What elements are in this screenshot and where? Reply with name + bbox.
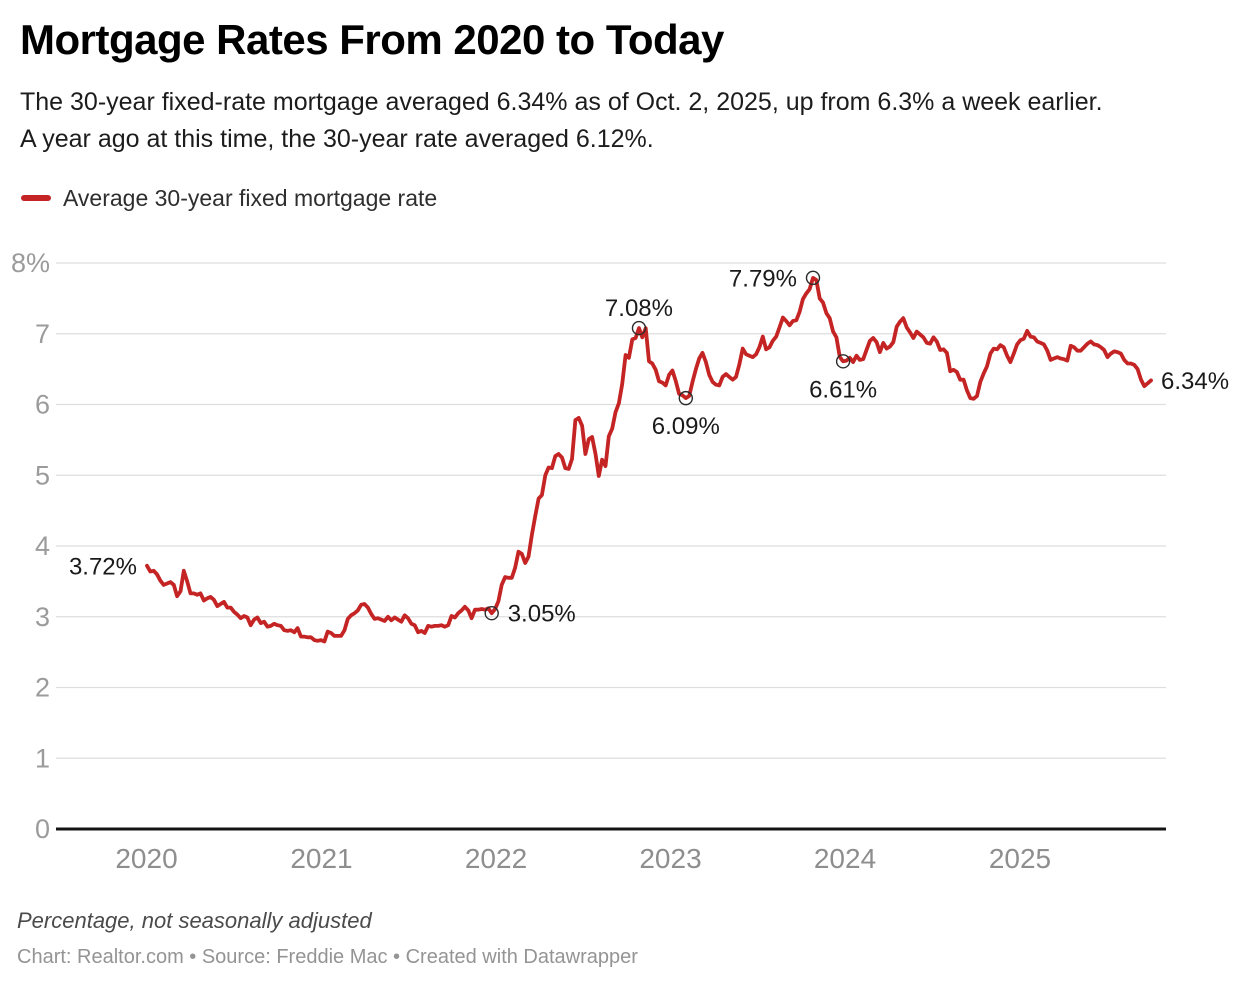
y-axis-tick-label: 4 — [35, 531, 50, 561]
annotation-circle — [484, 606, 499, 621]
chart-credit: Chart: Realtor.com • Source: Freddie Mac… — [17, 946, 638, 968]
x-axis-tick-label: 2025 — [989, 843, 1051, 874]
y-axis-tick-label: 3 — [35, 602, 50, 632]
y-axis-tick-label: 1 — [35, 743, 50, 773]
y-axis-tick-label: 5 — [35, 460, 50, 490]
x-axis-tick-label: 2020 — [115, 843, 177, 874]
legend-line-swatch — [21, 195, 51, 201]
annotation-label: 7.79% — [729, 265, 797, 292]
annotation-circle — [678, 390, 694, 406]
page-title: Mortgage Rates From 2020 to Today — [20, 16, 724, 63]
annotation-circle — [835, 354, 851, 369]
y-axis-tick-label: 8% — [11, 248, 50, 278]
annotation-label: 3.72% — [69, 553, 137, 580]
y-axis-tick-label: 6 — [35, 390, 50, 420]
annotation-circle — [805, 270, 821, 286]
annotation-label: 3.05% — [508, 601, 576, 628]
chart-footnote: Percentage, not seasonally adjusted — [17, 908, 372, 933]
annotation-circle — [631, 320, 647, 336]
y-axis-tick-label: 2 — [35, 673, 50, 703]
annotation-label: 6.34% — [1161, 368, 1229, 395]
x-axis-tick-label: 2021 — [290, 843, 352, 874]
x-axis-tick-label: 2022 — [465, 843, 527, 874]
annotation-label: 6.09% — [652, 413, 720, 440]
y-axis-tick-label: 7 — [35, 319, 50, 349]
y-axis-tick-label: 0 — [35, 814, 50, 844]
legend: Average 30-year fixed mortgage rate — [21, 184, 438, 211]
x-axis-tick-label: 2024 — [814, 843, 876, 874]
annotation-label: 6.61% — [809, 376, 877, 403]
chart-description: The 30-year fixed-rate mortgage averaged… — [20, 88, 1103, 153]
annotation-label: 7.08% — [605, 295, 673, 322]
legend-label: Average 30-year fixed mortgage rate — [63, 184, 438, 211]
x-axis-tick-label: 2023 — [639, 843, 701, 874]
rate-line-path — [145, 276, 1153, 644]
